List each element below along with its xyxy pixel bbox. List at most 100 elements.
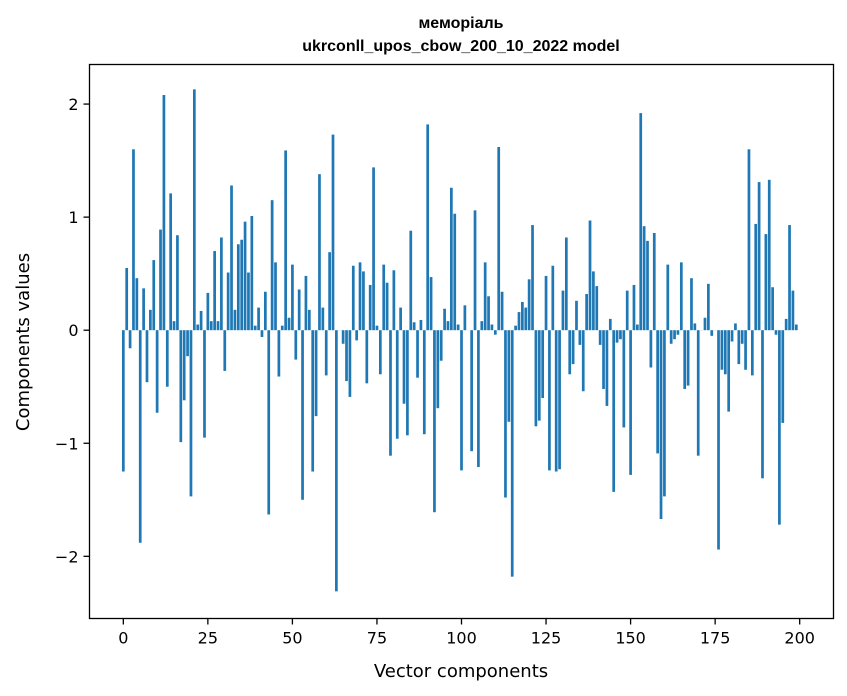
bar-120 bbox=[527, 279, 531, 331]
x-tick-label: 200 bbox=[784, 629, 815, 648]
x-axis-ticks: 0 25 50 75 100 125 150 175 200 bbox=[118, 618, 815, 648]
bar-119 bbox=[524, 307, 528, 331]
bar-75 bbox=[375, 325, 379, 331]
bar-128 bbox=[554, 330, 558, 472]
bar-130 bbox=[561, 290, 565, 331]
bar-43 bbox=[267, 330, 271, 515]
bar-60 bbox=[324, 330, 328, 376]
bar-73 bbox=[368, 284, 372, 331]
bar-58 bbox=[318, 174, 321, 331]
bar-68 bbox=[351, 265, 355, 331]
bar-34 bbox=[236, 244, 240, 331]
bar-194 bbox=[778, 330, 781, 525]
bar-2 bbox=[128, 330, 132, 349]
bar-183 bbox=[740, 330, 744, 344]
bar-165 bbox=[679, 262, 683, 331]
bar-197 bbox=[788, 225, 791, 331]
bar-51 bbox=[294, 330, 298, 360]
bar-100 bbox=[460, 330, 463, 471]
bar-22 bbox=[196, 324, 200, 331]
y-tick-label: −1 bbox=[55, 434, 79, 453]
x-tick-label: 75 bbox=[367, 629, 387, 648]
bar-133 bbox=[571, 330, 575, 365]
bar-187 bbox=[754, 223, 758, 331]
bar-101 bbox=[463, 305, 467, 331]
bar-46 bbox=[277, 330, 281, 377]
bar-48 bbox=[284, 150, 287, 331]
bar-16 bbox=[176, 235, 179, 331]
bar-55 bbox=[307, 309, 311, 331]
bar-142 bbox=[602, 330, 605, 389]
bar-199 bbox=[794, 324, 798, 331]
bar-67 bbox=[348, 330, 352, 397]
bar-28 bbox=[216, 321, 220, 331]
x-tick-label: 25 bbox=[198, 629, 218, 648]
bar-196 bbox=[784, 318, 788, 331]
bar-139 bbox=[592, 271, 595, 331]
x-tick-label: 175 bbox=[700, 629, 731, 648]
bar-62 bbox=[331, 134, 335, 331]
x-tick-label: 50 bbox=[282, 629, 302, 648]
bar-54 bbox=[304, 275, 308, 331]
bar-25 bbox=[206, 292, 210, 331]
bar-116 bbox=[514, 325, 517, 331]
bars-group bbox=[121, 89, 798, 592]
bar-94 bbox=[439, 330, 443, 361]
bar-134 bbox=[575, 300, 578, 331]
bar-166 bbox=[683, 330, 687, 389]
x-tick-label: 100 bbox=[446, 629, 477, 648]
bar-52 bbox=[297, 289, 301, 331]
x-axis-label: Vector components bbox=[374, 661, 548, 682]
bar-180 bbox=[730, 330, 734, 342]
bar-23 bbox=[199, 310, 203, 331]
bar-122 bbox=[534, 330, 538, 427]
bar-124 bbox=[541, 330, 545, 399]
bar-198 bbox=[791, 290, 795, 331]
bar-87 bbox=[416, 330, 419, 378]
bar-172 bbox=[703, 317, 707, 331]
bar-123 bbox=[537, 330, 541, 421]
bar-80 bbox=[392, 270, 396, 331]
bar-38 bbox=[250, 216, 254, 331]
x-tick-label: 0 bbox=[118, 629, 128, 648]
bar-106 bbox=[480, 321, 484, 331]
bar-121 bbox=[531, 225, 534, 331]
bar-144 bbox=[608, 318, 612, 331]
bar-86 bbox=[412, 322, 416, 331]
bar-7 bbox=[145, 330, 149, 383]
bar-95 bbox=[443, 308, 446, 331]
bar-174 bbox=[710, 330, 714, 336]
bar-9 bbox=[152, 260, 156, 331]
bar-163 bbox=[673, 330, 676, 340]
bar-108 bbox=[487, 296, 490, 331]
y-tick-label: 0 bbox=[68, 321, 78, 340]
bar-35 bbox=[240, 239, 244, 331]
bar-186 bbox=[750, 330, 754, 376]
bar-148 bbox=[622, 330, 626, 428]
bar-103 bbox=[470, 330, 473, 452]
bar-138 bbox=[588, 220, 592, 331]
bar-26 bbox=[209, 321, 213, 331]
bar-50 bbox=[291, 264, 294, 331]
bar-32 bbox=[230, 185, 233, 331]
bar-127 bbox=[551, 265, 555, 331]
bar-140 bbox=[595, 286, 599, 331]
bar-4 bbox=[135, 278, 139, 331]
bar-0 bbox=[121, 330, 125, 472]
bar-66 bbox=[345, 330, 348, 382]
bar-96 bbox=[446, 321, 450, 331]
bar-152 bbox=[636, 324, 639, 331]
bar-132 bbox=[568, 330, 572, 375]
bar-77 bbox=[382, 264, 386, 331]
bar-15 bbox=[172, 321, 176, 331]
bar-147 bbox=[619, 330, 622, 340]
bar-155 bbox=[646, 240, 649, 331]
bar-167 bbox=[686, 330, 690, 386]
bar-53 bbox=[301, 330, 304, 500]
bar-159 bbox=[659, 330, 663, 519]
bar-5 bbox=[138, 330, 142, 543]
bar-91 bbox=[429, 277, 433, 331]
bar-184 bbox=[744, 330, 747, 370]
bar-63 bbox=[335, 330, 338, 592]
bar-31 bbox=[226, 272, 230, 331]
